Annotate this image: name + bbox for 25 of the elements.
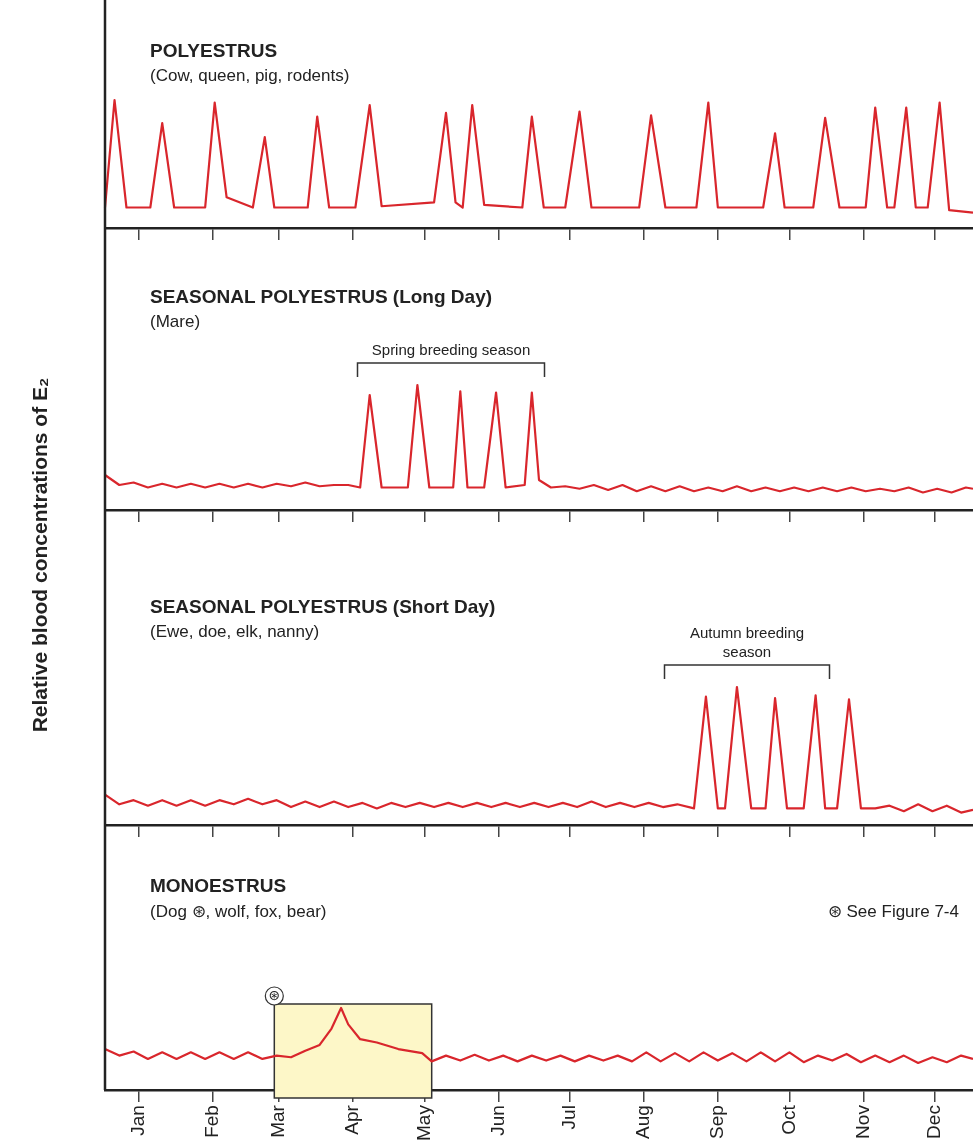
text: ⊛ See Figure 7-4 [827, 901, 959, 922]
x-tick-label: Apr [341, 1104, 363, 1135]
chart-title: SEASONAL POLYESTRUS (Short Day) [150, 596, 496, 618]
x-tick-label: Jun [486, 1105, 508, 1136]
chart-title: SEASONAL POLYESTRUS (Long Day) [150, 286, 493, 308]
x-tick-label: Jul [558, 1105, 580, 1130]
x-tick-label: Jan [126, 1105, 148, 1136]
x-tick-label: Dec [923, 1105, 945, 1139]
x-tick-label: Feb [200, 1105, 222, 1138]
x-tick-label: Aug [632, 1105, 654, 1139]
text: Spring breeding season [371, 341, 531, 358]
chart-subtitle: (Dog ⊛, wolf, fox, bear) [150, 901, 327, 922]
band-label: ⊛ [268, 986, 281, 1003]
chart-subtitle: (Cow, queen, pig, rodents) [150, 66, 350, 86]
x-tick-label: Nov [851, 1104, 873, 1139]
x-tick-label: Mar [267, 1104, 289, 1138]
text: Autumn breeding season [689, 624, 805, 660]
x-tick-label: Sep [706, 1105, 728, 1139]
y-axis-title: Relative blood concentrations of E₂ [28, 377, 52, 733]
x-tick-label: Oct [777, 1104, 799, 1135]
chart-title: POLYESTRUS [150, 40, 278, 62]
chart-subtitle: (Ewe, doe, elk, nanny) [150, 622, 320, 642]
chart-title: MONOESTRUS [150, 875, 287, 897]
x-tick-label: May [412, 1104, 434, 1142]
chart-subtitle: (Mare) [150, 312, 201, 332]
